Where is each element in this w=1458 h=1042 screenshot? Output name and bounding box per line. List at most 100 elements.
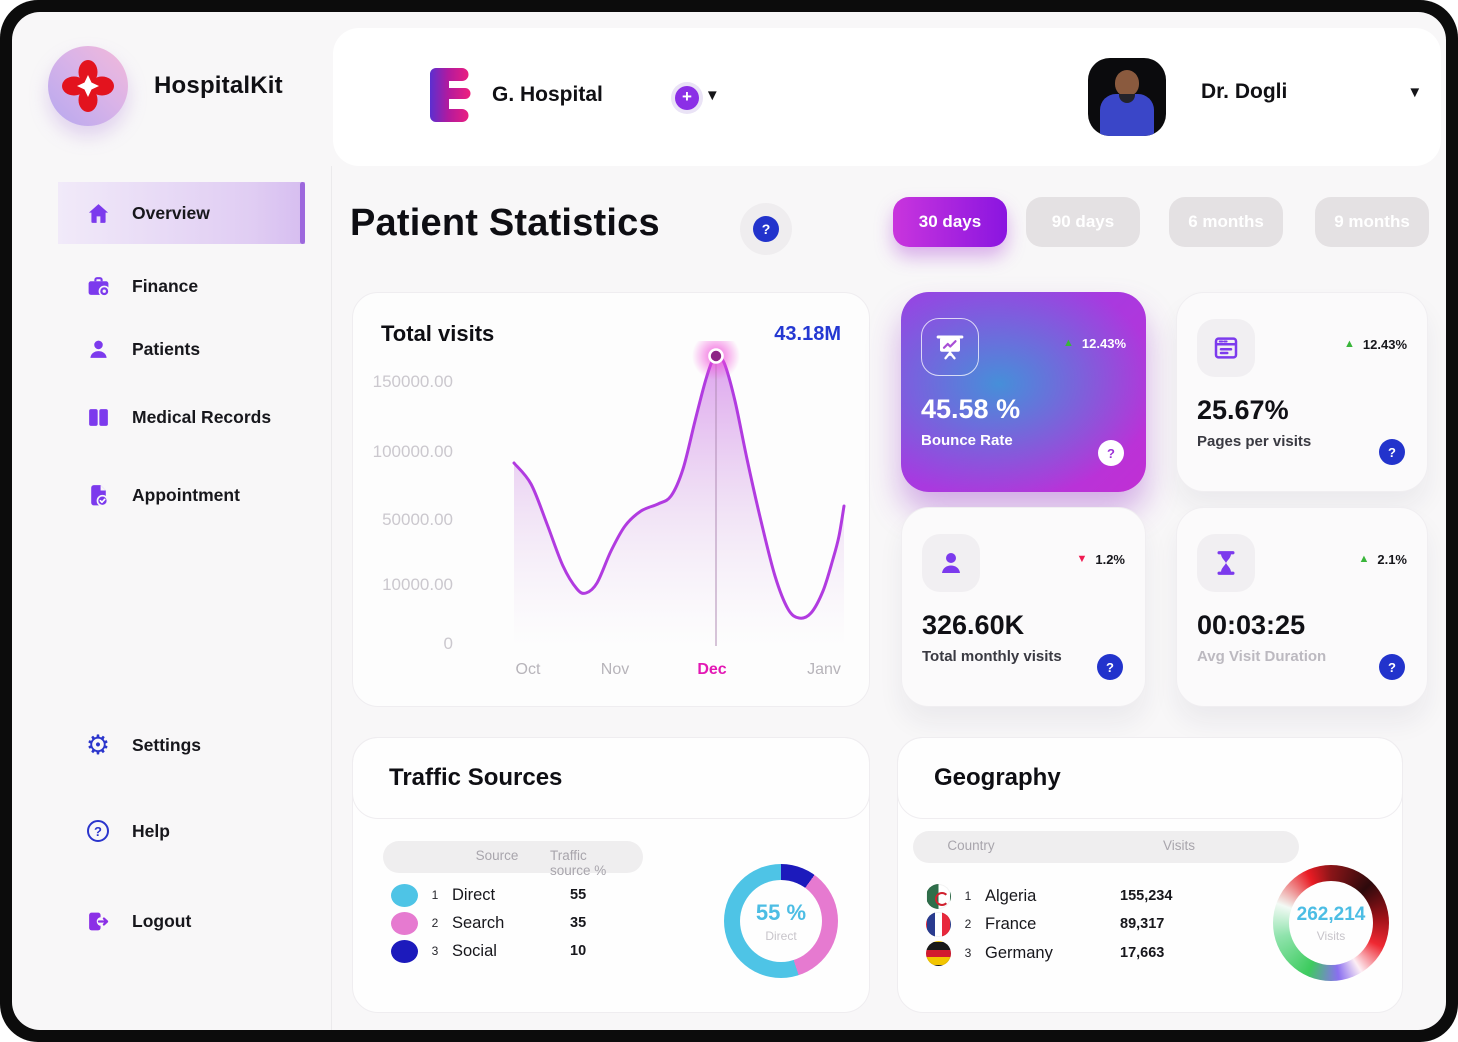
visits-line-chart: [512, 341, 846, 646]
column-header: Source: [475, 848, 519, 863]
chart-total-value: 43.18M: [774, 323, 841, 345]
triangle-up-icon: ▲: [1344, 338, 1355, 350]
y-tick: 0: [443, 634, 453, 653]
traffic-donut-chart: 55 % Direct: [724, 864, 838, 978]
france-flag-icon: [926, 911, 951, 937]
area-fill: [514, 354, 844, 646]
browser-icon: [1197, 319, 1255, 377]
y-tick: 10000.00: [382, 575, 453, 594]
sidebar-item-settings[interactable]: ⚙ Settings: [58, 720, 305, 770]
patients-icon: [85, 336, 111, 362]
sidebar-item-overview[interactable]: Overview: [58, 182, 305, 244]
source-color-dot: [391, 883, 418, 907]
top-header: G. Hospital ▼ + Dr. Dogli ▼: [333, 28, 1441, 166]
y-tick: 100000.00: [372, 442, 453, 461]
stat-value: 45.58 %: [921, 394, 1021, 424]
plus-icon: +: [675, 86, 699, 110]
home-icon: [85, 200, 111, 226]
country-visits: 17,663: [1120, 945, 1165, 961]
logout-icon: [85, 908, 111, 934]
organization-switcher[interactable]: G. Hospital ▼: [430, 68, 720, 122]
source-color-dot: [391, 911, 418, 935]
column-header: Visits: [1162, 838, 1196, 853]
stat-help-button[interactable]: ?: [1097, 654, 1123, 680]
filter-6-months[interactable]: 6 months: [1169, 197, 1283, 247]
source-name: Social: [452, 941, 497, 960]
brand: HospitalKit: [48, 46, 283, 126]
marker-dot: [708, 348, 724, 364]
chevron-down-icon: ▼: [704, 86, 720, 104]
source-value: 55: [570, 887, 587, 903]
stat-card-pages-per-visit: ▲ 12.43% 25.67% Pages per visits ?: [1176, 292, 1428, 492]
sidebar-item-patients[interactable]: Patients: [58, 324, 305, 374]
delta-value: 2.1%: [1377, 552, 1407, 567]
y-tick: 50000.00: [382, 510, 453, 529]
stat-help-button[interactable]: ?: [1379, 654, 1405, 680]
sidebar-item-label: Appointment: [132, 484, 240, 505]
stat-help-button[interactable]: ?: [1379, 439, 1405, 465]
chevron-down-icon: ▼: [1407, 83, 1423, 101]
x-tick-nov: Nov: [600, 661, 630, 678]
source-value: 35: [570, 915, 587, 931]
sidebar-item-medical-records[interactable]: Medical Records: [58, 392, 305, 442]
add-organization-button[interactable]: +: [671, 82, 703, 114]
filter-30-days[interactable]: 30 days: [893, 197, 1007, 247]
sidebar-item-label: Finance: [132, 275, 199, 296]
donut-center: 55 % Direct: [740, 880, 822, 962]
geography-panel: Geography Country Visits 1 Algeria 155,2…: [897, 737, 1403, 1013]
stat-card-monthly-visits: ▼ 1.2% 326.60K Total monthly visits ?: [901, 507, 1146, 707]
panel-title: Geography: [934, 764, 1061, 791]
country-visits: 89,317: [1120, 916, 1165, 932]
table-row: 2 Search 35: [391, 910, 691, 936]
page-title: Patient Statistics: [350, 202, 660, 244]
geography-donut-chart: 262,214 Visits: [1273, 865, 1389, 981]
stat-help-button[interactable]: ?: [1098, 440, 1124, 466]
country-name: Algeria: [985, 886, 1037, 905]
donut-center-label: Visits: [1316, 928, 1346, 943]
sidebar-item-label: Patients: [132, 338, 201, 359]
country-name: France: [985, 914, 1037, 933]
row-rank: 2: [964, 917, 972, 931]
hospitalkit-logo-icon: [48, 46, 128, 126]
geography-header: Geography: [897, 737, 1403, 819]
donut-center-value: 262,214: [1296, 903, 1366, 925]
page-help-button[interactable]: ?: [740, 203, 792, 255]
country-name: Germany: [985, 943, 1053, 962]
table-row: 3 Germany 17,663: [926, 940, 1286, 966]
filter-90-days[interactable]: 90 days: [1026, 197, 1140, 247]
question-icon: ?: [753, 216, 779, 242]
panel-title: Traffic Sources: [389, 764, 563, 791]
row-rank: 1: [964, 889, 972, 903]
stat-label: Total monthly visits: [922, 648, 1062, 665]
user-menu[interactable]: Dr. Dogli ▼: [1201, 80, 1422, 104]
organization-logo-icon: [430, 68, 471, 122]
finance-icon: [85, 273, 111, 299]
donut-center-value: 55 %: [755, 899, 807, 925]
delta-badge: ▲ 12.43%: [1063, 336, 1126, 351]
geography-table-header: Country Visits: [913, 831, 1299, 863]
table-row: 1 Algeria 155,234: [926, 883, 1286, 909]
sidebar-item-finance[interactable]: Finance: [58, 261, 305, 311]
triangle-up-icon: ▲: [1063, 337, 1074, 349]
traffic-sources-panel: Traffic Sources Source Traffic source % …: [352, 737, 870, 1013]
delta-value: 12.43%: [1362, 337, 1407, 352]
user-icon: [922, 534, 980, 592]
sidebar-item-label: Help: [132, 820, 170, 841]
filter-9-months[interactable]: 9 months: [1315, 197, 1429, 247]
row-rank: 3: [964, 946, 972, 960]
donut-center-label: Direct: [765, 928, 797, 943]
triangle-up-icon: ▲: [1358, 553, 1370, 565]
stat-card-bounce-rate: ▲ 12.43% 45.58 % Bounce Rate ?: [901, 292, 1146, 492]
stat-value: 00:03:25: [1197, 610, 1306, 640]
x-tick-dec: Dec: [697, 661, 727, 678]
column-header: Country: [947, 838, 995, 853]
delta-badge: ▲ 12.43%: [1344, 337, 1407, 352]
algeria-flag-icon: [926, 883, 951, 909]
source-name: Direct: [452, 885, 496, 904]
y-tick: 150000.00: [372, 372, 453, 391]
chart-title: Total visits: [381, 321, 495, 346]
sidebar-item-appointment[interactable]: Appointment: [58, 470, 305, 520]
sidebar-item-label: Medical Records: [132, 406, 272, 427]
sidebar-item-help[interactable]: ? Help: [58, 806, 305, 856]
sidebar-item-logout[interactable]: Logout: [58, 896, 305, 946]
